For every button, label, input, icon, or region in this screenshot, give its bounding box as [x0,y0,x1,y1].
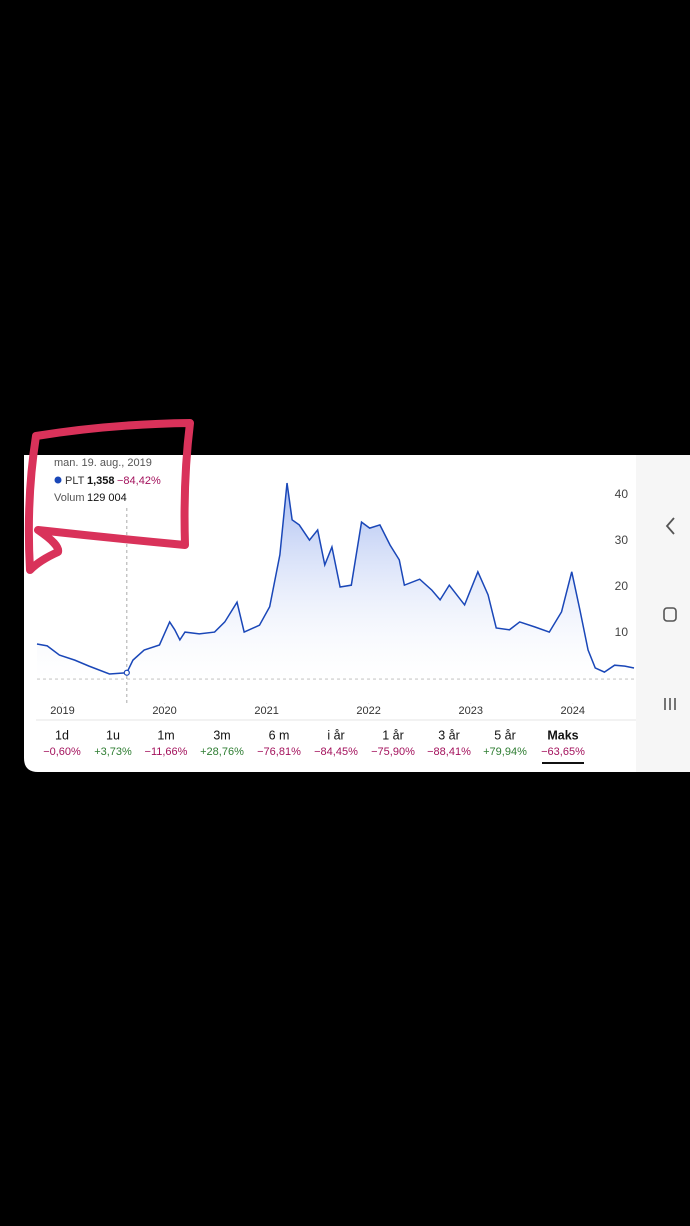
range-tab[interactable]: 6 m −76,81% [257,728,301,758]
range-label: 1u [106,728,120,742]
tooltip-change: −84,42% [117,475,161,487]
annotation [24,419,194,574]
range-change: −11,66% [145,746,188,758]
range-label: 1 år [382,728,404,742]
tooltip-ticker: PLT [65,475,85,487]
tooltip-price: 1,358 [87,475,115,487]
y-tick-label: 40 [615,487,629,501]
range-tab[interactable]: 5 år +79,94% [483,728,527,758]
x-tick-label: 2023 [458,705,482,717]
tooltip: man. 19. aug., 2019 PLT 1,358 −84,42% Vo… [54,457,161,504]
tooltip-date: man. 19. aug., 2019 [54,457,152,469]
range-change: −63,65% [541,746,585,758]
range-change: −88,41% [427,746,471,758]
y-tick-label: 20 [615,579,629,593]
range-label: 3 år [438,728,460,742]
range-tab[interactable]: 1m −11,66% [145,728,188,758]
range-label: 1m [157,728,174,742]
range-tab[interactable]: 3 år −88,41% [427,728,471,758]
plot: 10 20 30 40 2019 2020 2021 2022 2023 2024 [36,482,635,717]
range-change: +28,76% [200,746,244,758]
range-tab[interactable]: 1d −0,60% [43,728,81,758]
x-tick-label: 2024 [561,705,585,717]
range-tab[interactable]: i år −84,45% [314,728,358,758]
x-tick-label: 2022 [356,705,380,717]
range-tab[interactable]: 1u +3,73% [94,728,132,758]
area [37,483,634,679]
range-label: 1d [55,728,69,742]
nav-bar [636,455,690,772]
x-tick-label: 2020 [152,705,176,717]
range-label: 5 år [494,728,516,742]
range-label: Maks [547,728,578,742]
range-label: i år [327,728,344,742]
y-tick-label: 30 [615,533,629,547]
range-tab[interactable]: 1 år −75,90% [371,728,415,758]
tooltip-volume-label: Volum [54,492,85,504]
range-label: 3m [213,728,230,742]
recents-button[interactable] [664,698,676,710]
x-tick-label: 2019 [50,705,74,717]
range-change: −84,45% [314,746,358,758]
range-change: +3,73% [94,746,132,758]
x-tick-label: 2021 [254,705,278,717]
range-change: −0,60% [43,746,81,758]
range-change: +79,94% [483,746,527,758]
hover-point [123,669,130,676]
back-button[interactable] [665,517,675,535]
range-label: 6 m [269,728,290,742]
home-button[interactable] [663,607,677,622]
range-tab[interactable]: Maks −63,65% [541,728,585,764]
line [36,482,635,675]
y-tick-label: 10 [615,625,629,639]
selected-indicator [542,762,584,764]
legend-dot [54,476,62,484]
range-change: −76,81% [257,746,301,758]
range-tab[interactable]: 3m +28,76% [200,728,244,758]
range-tabs: 1d −0,60% 1u +3,73% 1m −11,66% 3m +28,76% 6 m −76… [43,728,585,764]
range-change: −75,90% [371,746,415,758]
tooltip-volume: 129 004 [87,492,127,504]
